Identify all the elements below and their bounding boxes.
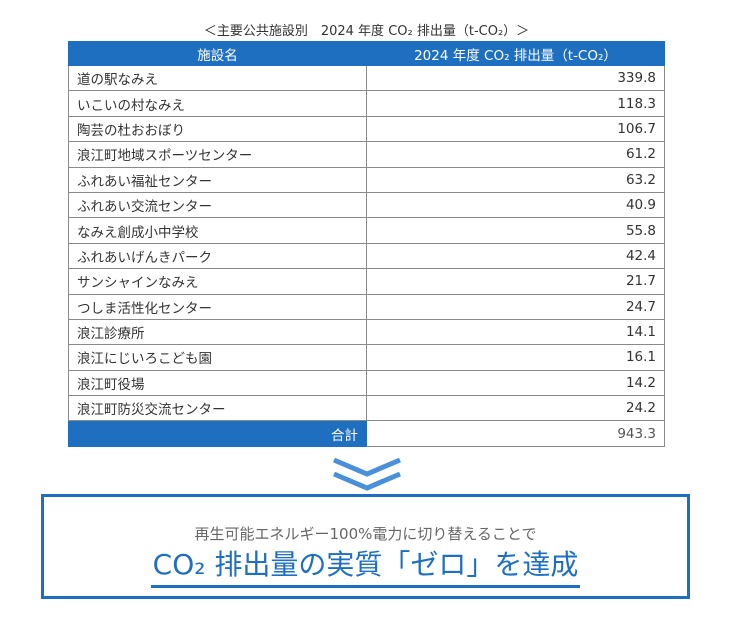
result-headline-wrap: CO₂ 排出量の実質「ゼロ」を達成 [44,547,687,588]
emissions-table: 施設名 2024 年度 CO₂ 排出量（t-CO₂） 道の駅なみえ 339.8 … [68,41,665,447]
table-row: サンシャインなみえ 21.7 [68,268,665,295]
table-row: つしま活性化センター 24.7 [68,293,665,320]
total-label: 合計 [68,420,367,447]
table-header-row: 施設名 2024 年度 CO₂ 排出量（t-CO₂） [68,41,665,66]
double-chevron-down-icon [333,457,401,491]
facility-name: つしま活性化センター [68,293,367,320]
emission-value: 118.3 [366,90,665,117]
emission-value: 24.7 [366,293,665,320]
table-row: ふれあいげんきパーク 42.4 [68,242,665,270]
facility-name: 浪江町防災交流センター [68,395,367,422]
table-row: 浪江町役場 14.2 [68,369,665,397]
facility-name: サンシャインなみえ [68,268,367,295]
table-row: 浪江町地域スポーツセンター 61.2 [68,141,665,168]
table-row: いこいの村なみえ 118.3 [68,90,665,117]
table-row: 陶芸の杜おおぼり 106.7 [68,115,665,143]
table-total-row: 合計 943.3 [68,420,665,447]
facility-name: いこいの村なみえ [68,90,367,117]
header-facility-name: 施設名 [68,41,367,66]
emission-value: 16.1 [366,344,665,371]
emission-value: 40.9 [366,191,665,219]
facility-name: ふれあい福祉センター [68,166,367,193]
table-row: なみえ創成小中学校 55.8 [68,217,665,244]
emission-value: 106.7 [366,115,665,143]
total-value: 943.3 [366,420,665,447]
table-row: 浪江にじいろこども園 16.1 [68,344,665,371]
table-row: 道の駅なみえ 339.8 [68,64,665,92]
emission-value: 42.4 [366,242,665,270]
table-row: ふれあい交流センター 40.9 [68,191,665,219]
result-subtitle: 再生可能エネルギー100%電力に切り替えることで [194,525,537,543]
facility-name: ふれあいげんきパーク [68,242,367,270]
facility-name: ふれあい交流センター [68,191,367,219]
table-caption: ＜主要公共施設別 2024 年度 CO₂ 排出量（t-CO₂）＞ [203,24,530,39]
header-emissions: 2024 年度 CO₂ 排出量（t-CO₂） [366,41,665,66]
table-row: 浪江診療所 14.1 [68,318,665,346]
result-callout: 再生可能エネルギー100%電力に切り替えることで CO₂ 排出量の実質「ゼロ」を… [41,494,690,599]
facility-name: なみえ創成小中学校 [68,217,367,244]
emission-value: 55.8 [366,217,665,244]
emission-value: 24.2 [366,395,665,422]
facility-name: 陶芸の杜おおぼり [68,115,367,143]
emission-value: 63.2 [366,166,665,193]
emission-value: 14.1 [366,318,665,346]
table-row: ふれあい福祉センター 63.2 [68,166,665,193]
facility-name: 浪江町地域スポーツセンター [68,141,367,168]
facility-name: 浪江町役場 [68,369,367,397]
facility-name: 浪江診療所 [68,318,367,346]
emission-value: 339.8 [366,64,665,92]
table-row: 浪江町防災交流センター 24.2 [68,395,665,422]
facility-name: 浪江にじいろこども園 [68,344,367,371]
result-headline: CO₂ 排出量の実質「ゼロ」を達成 [150,547,581,588]
emission-value: 14.2 [366,369,665,397]
facility-name: 道の駅なみえ [68,64,367,92]
emission-value: 21.7 [366,268,665,295]
emission-value: 61.2 [366,141,665,168]
